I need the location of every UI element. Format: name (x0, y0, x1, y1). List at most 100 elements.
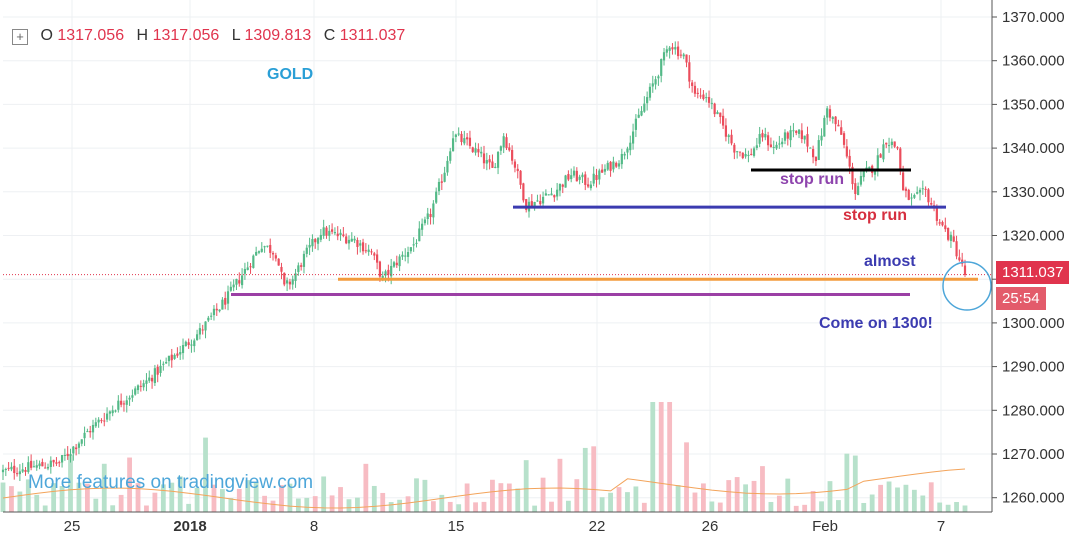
candle-body (421, 223, 424, 230)
candle-body (32, 466, 36, 468)
stop-run-annotation-2: stop run (843, 207, 907, 224)
candle-body (567, 174, 570, 180)
volume-bar (684, 442, 689, 512)
volume-bar (760, 466, 765, 512)
candle-body (679, 54, 683, 56)
candle-body (806, 134, 809, 147)
candle-body (769, 144, 773, 148)
candle-body (752, 148, 756, 156)
candle-body (882, 144, 885, 160)
candle-body (575, 170, 578, 182)
candle-body (623, 153, 626, 156)
volume-bar (76, 482, 82, 512)
candle-body (302, 253, 306, 267)
candle-body (243, 268, 247, 274)
candle-body (55, 462, 58, 464)
candle-body (232, 284, 235, 288)
candle-body (235, 278, 238, 285)
volume-bar (363, 463, 369, 512)
y-tick-label: 1300.000 (1002, 315, 1065, 332)
volume-bar (194, 487, 200, 512)
volume-bar (616, 487, 622, 512)
candle-body (617, 163, 621, 167)
candle-body (91, 424, 95, 433)
x-tick-label: 25 (64, 518, 81, 533)
y-tick-label: 1290.000 (1002, 359, 1065, 376)
candle-body (409, 247, 412, 252)
candle-body (384, 271, 387, 276)
candle-body (435, 191, 438, 203)
candle-body (817, 140, 820, 161)
candle-body (148, 377, 151, 381)
almost-annotation: almost (864, 253, 916, 270)
candle-body (758, 134, 761, 144)
candle-body (721, 115, 725, 126)
volume-bar (177, 476, 183, 512)
candle-body (342, 234, 345, 237)
candle-body (316, 238, 320, 244)
volume-bar (456, 504, 462, 512)
x-tick-label: 22 (589, 518, 606, 533)
candle-body (952, 236, 955, 242)
candle-body (153, 368, 156, 384)
volume-bar (911, 489, 917, 512)
candle-body (266, 245, 269, 247)
candle-body (24, 469, 27, 472)
candle-body (314, 239, 317, 243)
candle-body (376, 254, 379, 263)
high-label: H (136, 27, 149, 44)
candle-body (648, 86, 652, 98)
candle-body (66, 453, 69, 457)
candle-body (437, 181, 441, 192)
candle-body (454, 134, 457, 138)
candle-body (646, 97, 649, 104)
volume-bar (25, 479, 31, 512)
candle-body (761, 133, 764, 138)
watermark-link[interactable]: More features on tradingview.com (28, 472, 314, 493)
volume-bar (9, 486, 14, 512)
candle-body (339, 232, 342, 236)
volume-bar (110, 505, 116, 512)
volume-bar (160, 484, 166, 512)
add-indicator-icon[interactable]: + (12, 29, 28, 45)
low-value: 1309.813 (244, 27, 312, 44)
candle-body (440, 181, 443, 183)
candle-body (809, 147, 812, 149)
volume-bar (819, 501, 824, 512)
candle-body (629, 142, 632, 151)
candle-body (744, 154, 747, 157)
candle-body (319, 234, 322, 240)
candle-body (491, 161, 494, 168)
candle-body (713, 103, 716, 115)
candle-body (136, 385, 140, 391)
candle-body (893, 141, 896, 147)
stop-run-annotation-1: stop run (780, 171, 844, 188)
volume-bar (945, 504, 951, 512)
candle-body (466, 137, 469, 140)
candle-body (38, 463, 41, 467)
candle-body (345, 236, 348, 244)
candle-body (631, 131, 635, 144)
volume-bar (836, 500, 841, 512)
candle-body (204, 321, 207, 331)
countdown-tag: 25:54 (996, 287, 1046, 310)
candle-body (426, 213, 429, 220)
volume-bar (228, 498, 234, 512)
candle-body (772, 146, 775, 148)
candle-body (890, 141, 893, 146)
candle-body (105, 413, 109, 420)
candle-body (356, 240, 359, 247)
candle-body (198, 328, 202, 335)
candle-body (336, 233, 339, 237)
volume-bar (540, 477, 546, 512)
candle-body (556, 189, 559, 197)
volume-bar (675, 485, 681, 512)
volume-bar (608, 492, 613, 512)
volume-bar (920, 495, 926, 512)
volume-bar (127, 457, 132, 512)
candle-body (837, 124, 840, 127)
candle-body (699, 95, 702, 97)
candle-body (52, 459, 55, 463)
